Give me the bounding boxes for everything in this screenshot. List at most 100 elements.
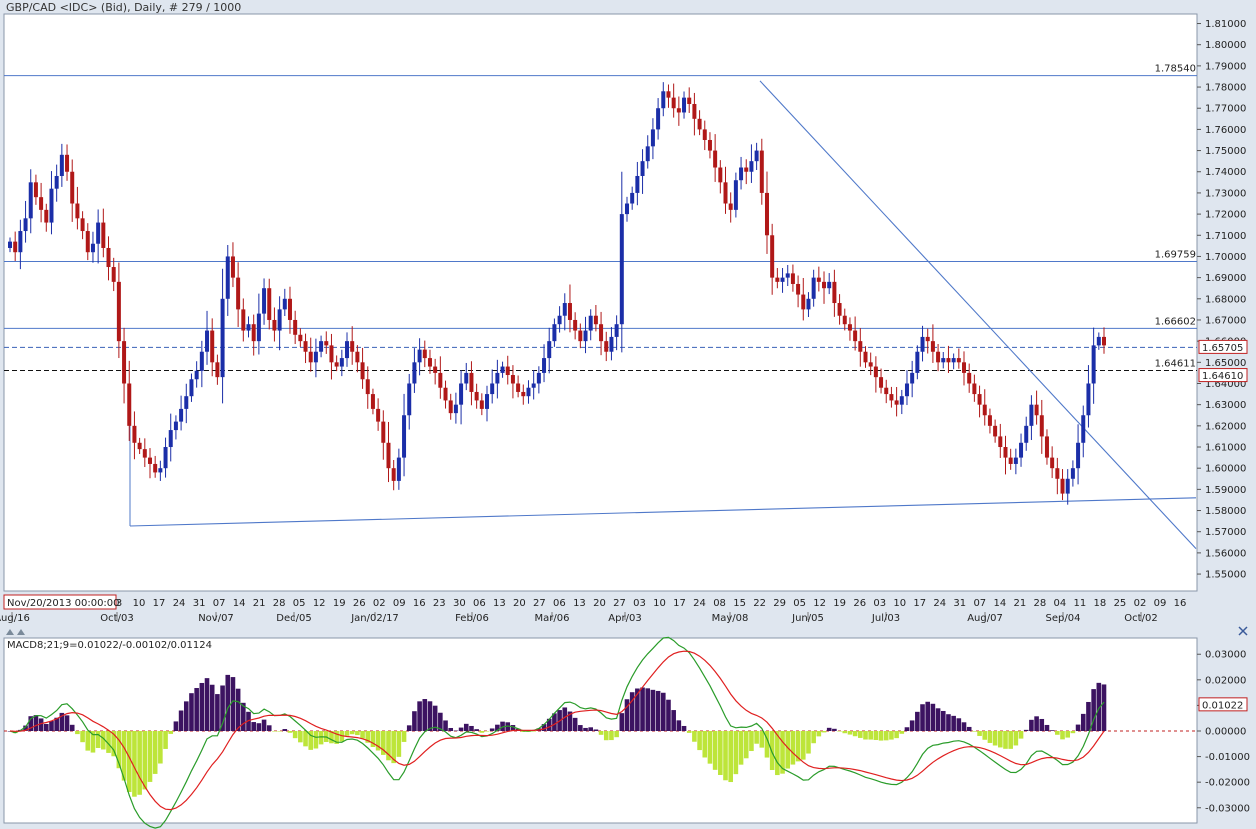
y-tick-label: 1.68000 — [1205, 294, 1246, 305]
candle-body — [1091, 345, 1096, 384]
macd-histogram-bar — [163, 731, 168, 749]
candle-body — [754, 150, 759, 162]
candle-body — [775, 277, 780, 282]
candle-body — [962, 362, 967, 373]
candle-body — [785, 273, 790, 278]
macd-histogram-bar — [878, 731, 884, 741]
candle-body — [1044, 436, 1049, 458]
macd-histogram-bar — [28, 716, 34, 731]
x-tick-label: 21 — [253, 598, 266, 609]
x-tick-label: 05 — [293, 598, 306, 609]
candle-body — [127, 383, 132, 426]
macd-histogram-bar — [479, 731, 485, 733]
x-tick-label: 17 — [673, 598, 686, 609]
macd-histogram-bar — [982, 731, 988, 740]
candle-body — [225, 256, 230, 299]
macd-histogram-bar — [992, 731, 998, 746]
x-tick-label: 02 — [1134, 598, 1147, 609]
candle-body — [542, 358, 547, 373]
month-label: Nov/07 — [198, 613, 234, 624]
x-tick-label: 10 — [653, 598, 666, 609]
macd-histogram-bar — [152, 731, 158, 774]
macd-histogram-bar — [546, 718, 552, 731]
macd-histogram-bar — [1008, 731, 1013, 749]
y-tick-label: 1.78000 — [1205, 83, 1246, 94]
macd-histogram-bar — [826, 727, 832, 731]
collapse-up-icon[interactable] — [6, 629, 14, 635]
candle-body — [168, 430, 173, 448]
x-tick-label: 19 — [833, 598, 846, 609]
candle-body — [588, 315, 593, 331]
candle-body — [899, 396, 904, 405]
macd-histogram-bar — [69, 724, 75, 731]
candle-body — [796, 283, 801, 295]
macd-histogram-bar — [474, 729, 479, 731]
candle-body — [433, 366, 438, 373]
candle-body — [391, 468, 396, 481]
candle-body — [557, 315, 562, 325]
collapse-up-icon[interactable] — [17, 629, 25, 635]
trendline[interactable] — [129, 497, 1197, 527]
macd-histogram-bar — [925, 701, 931, 731]
candle-body — [495, 372, 500, 384]
candle-body — [282, 298, 287, 310]
candle-body — [1086, 383, 1091, 416]
macd-histogram-bar — [355, 731, 360, 736]
candle-body — [236, 277, 241, 310]
candle-body — [614, 324, 619, 337]
macd-histogram-bar — [635, 688, 640, 731]
x-tick-label: 24 — [693, 598, 706, 609]
y-tick-label: 1.64000 — [1205, 379, 1246, 390]
candle-body — [847, 324, 852, 331]
macd-histogram-bar — [629, 692, 635, 731]
price-panel[interactable] — [3, 13, 1198, 592]
macd-histogram-bar — [484, 731, 490, 732]
candle-body — [521, 391, 526, 397]
candle-body — [485, 394, 490, 409]
candle-body — [365, 379, 370, 395]
close-icon[interactable] — [1238, 626, 1248, 636]
candle-body — [1008, 457, 1013, 464]
macd-histogram-bar — [666, 699, 671, 731]
macd-histogram-bar — [998, 731, 1003, 748]
candle-body — [8, 241, 12, 248]
x-tick-label: 10 — [133, 598, 146, 609]
candle-body — [1102, 336, 1106, 346]
macd-histogram-bar — [961, 722, 967, 731]
x-tick-label: 31 — [953, 598, 966, 609]
macd-histogram-bar — [889, 731, 894, 740]
candle-body — [837, 303, 842, 316]
macd-histogram-bar — [702, 731, 708, 758]
candle-body — [1013, 457, 1018, 464]
macd-histogram-bar — [225, 674, 231, 731]
macd-histogram-bar — [759, 731, 765, 748]
candle-body — [827, 281, 832, 289]
candle-body — [396, 457, 401, 481]
x-tick-label: 17 — [913, 598, 926, 609]
x-tick-label: 28 — [273, 598, 286, 609]
candle-body — [142, 449, 147, 458]
candle-body — [567, 303, 572, 320]
candle-body — [982, 404, 987, 416]
macd-histogram-bar — [754, 731, 759, 744]
macd-histogram-bar — [329, 731, 334, 744]
candle-body — [220, 298, 225, 378]
macd-histogram-bar — [33, 715, 39, 731]
candle-body — [739, 167, 744, 181]
macd-histogram-bar — [790, 731, 796, 765]
candle-body — [967, 372, 972, 384]
candle-body — [915, 351, 920, 373]
candle-body — [75, 203, 80, 219]
x-tick-label: 26 — [853, 598, 866, 609]
panel-divider[interactable] — [0, 626, 1256, 636]
candle-body — [459, 383, 464, 405]
macd-histogram-bar — [832, 728, 837, 731]
macd-histogram-bar — [189, 693, 194, 731]
trendline[interactable] — [759, 80, 1197, 550]
y-tick-label: 1.69000 — [1205, 273, 1246, 284]
y-tick-label: 1.70000 — [1205, 252, 1246, 263]
macd-histogram-bar — [795, 731, 801, 762]
macd-histogram-bar — [894, 731, 899, 739]
macd-histogram-bar — [375, 731, 381, 751]
macd-histogram-bar — [313, 731, 319, 749]
